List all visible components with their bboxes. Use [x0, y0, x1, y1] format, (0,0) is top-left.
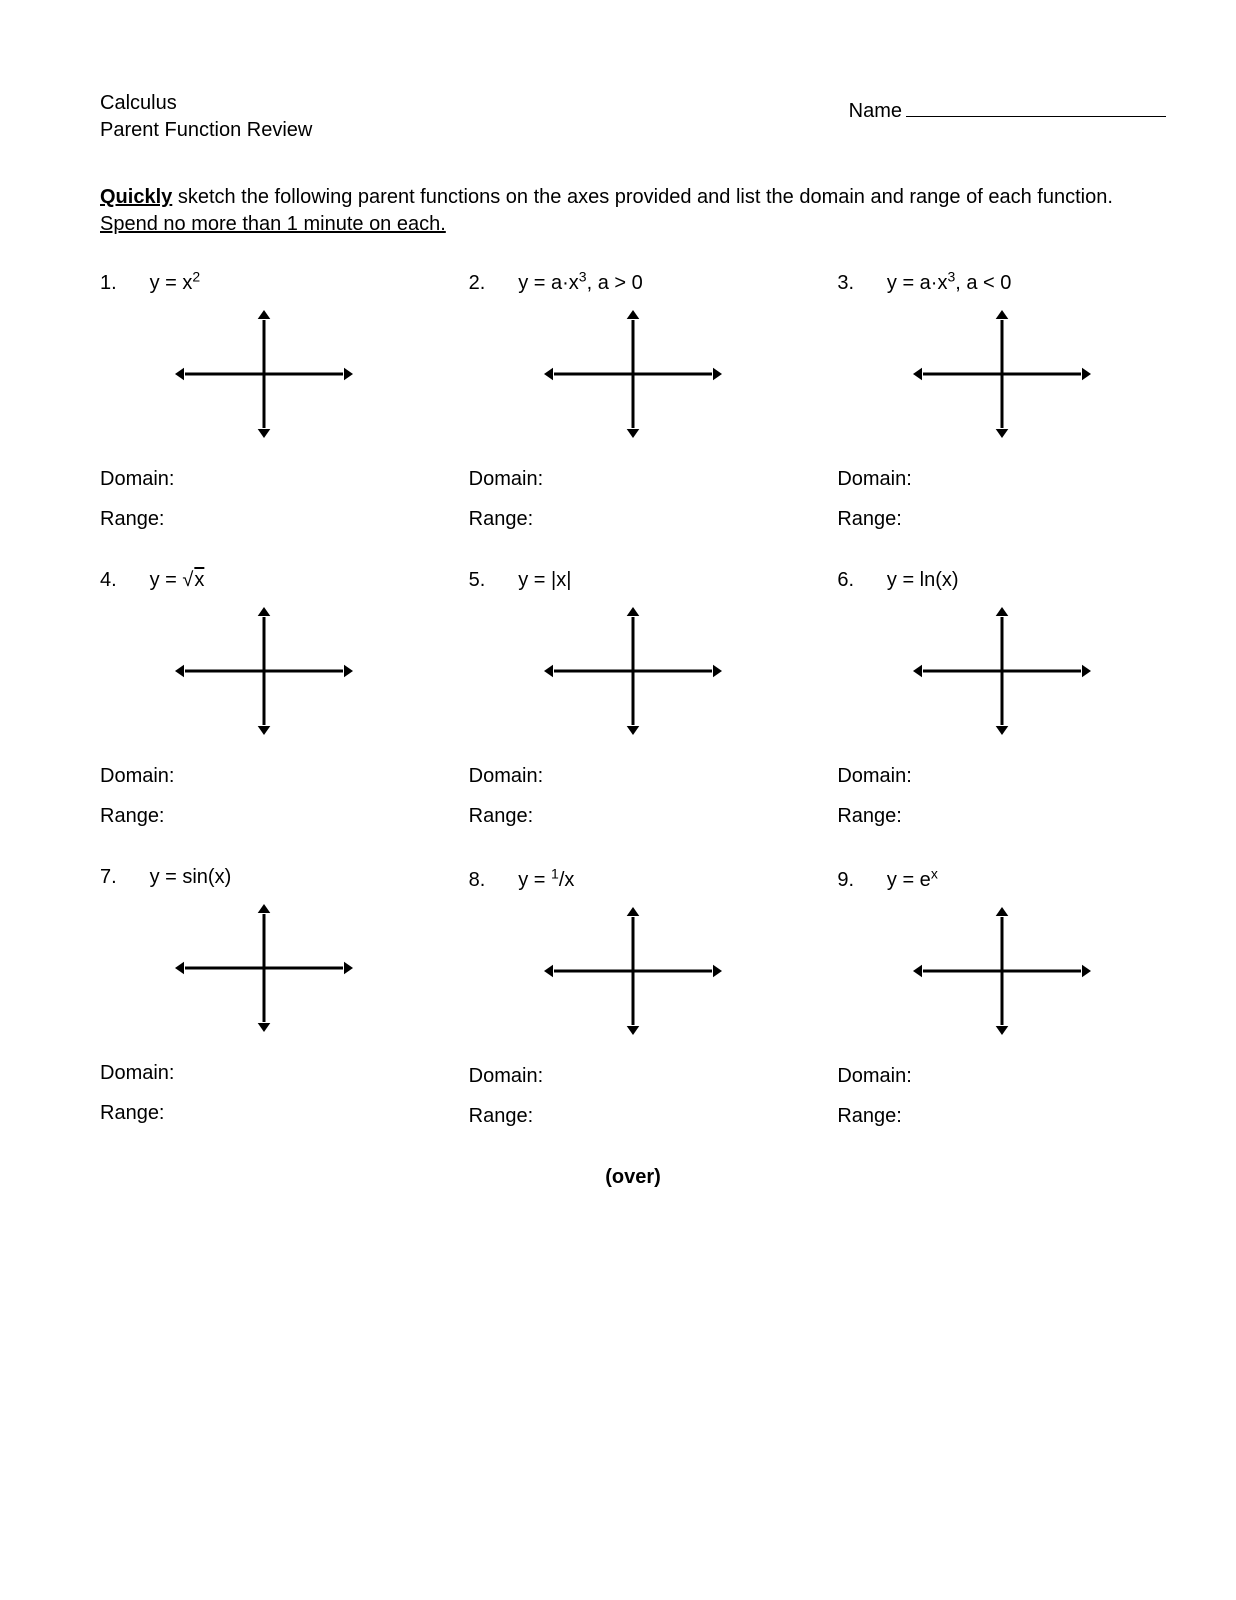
instructions-lead: Quickly	[100, 186, 172, 208]
domain-range-block: Domain: Range:	[100, 1053, 174, 1133]
equation-text: y = sin(x)	[150, 866, 232, 888]
axes-wrap	[469, 309, 798, 439]
problem-equation: 9. y = ex	[837, 866, 937, 893]
problem-equation: 5. y = |x|	[469, 569, 572, 592]
problem-cell: 5. y = |x| Domain: Range:	[469, 569, 798, 836]
axes-wrap	[837, 606, 1166, 736]
range-label: Range:	[837, 796, 911, 836]
problem-cell: 7. y = sin(x) Domain: Range:	[100, 866, 429, 1137]
axes-icon	[543, 906, 723, 1036]
axes-wrap	[837, 309, 1166, 439]
equation-text: y = a·x3, a < 0	[887, 272, 1012, 294]
axes-wrap	[469, 606, 798, 736]
name-label: Name	[849, 100, 902, 123]
domain-range-block: Domain: Range:	[100, 459, 174, 539]
problem-number: 8.	[469, 869, 513, 892]
problem-cell: 2. y = a·x3, a > 0 Domain: Range:	[469, 268, 798, 539]
footer-over: (over)	[100, 1166, 1166, 1189]
domain-label: Domain:	[100, 1053, 174, 1093]
worksheet-page: Calculus Parent Function Review Name Qui…	[0, 0, 1236, 1600]
problem-number: 5.	[469, 569, 513, 592]
range-label: Range:	[100, 499, 174, 539]
domain-range-block: Domain: Range:	[837, 756, 911, 836]
equation-text: y = x2	[150, 272, 201, 294]
range-label: Range:	[469, 1096, 543, 1136]
domain-range-block: Domain: Range:	[837, 459, 911, 539]
problem-equation: 6. y = ln(x)	[837, 569, 958, 592]
equation-text: y = ln(x)	[887, 569, 959, 591]
axes-icon	[543, 309, 723, 439]
problem-equation: 3. y = a·x3, a < 0	[837, 268, 1011, 295]
axes-icon	[912, 309, 1092, 439]
range-label: Range:	[469, 499, 543, 539]
range-label: Range:	[837, 1096, 911, 1136]
problem-equation: 7. y = sin(x)	[100, 866, 231, 889]
problem-number: 4.	[100, 569, 144, 592]
range-label: Range:	[837, 499, 911, 539]
problem-number: 2.	[469, 272, 513, 295]
domain-label: Domain:	[837, 756, 911, 796]
instructions-tail: Spend no more than 1 minute on each.	[100, 213, 446, 235]
problem-cell: 9. y = ex Domain: Range:	[837, 866, 1166, 1137]
problem-cell: 8. y = 1/x Domain: Range:	[469, 866, 798, 1137]
axes-icon	[912, 906, 1092, 1036]
axes-wrap	[837, 906, 1166, 1036]
domain-range-block: Domain: Range:	[469, 756, 543, 836]
equation-text: y = ex	[887, 869, 938, 891]
axes-icon	[543, 606, 723, 736]
header-right: Name	[849, 100, 1166, 123]
domain-label: Domain:	[469, 1056, 543, 1096]
domain-range-block: Domain: Range:	[837, 1056, 911, 1136]
equation-text: y = a·x3, a > 0	[518, 272, 643, 294]
range-label: Range:	[100, 1093, 174, 1133]
problem-equation: 1. y = x2	[100, 268, 200, 295]
axes-icon	[174, 309, 354, 439]
axes-wrap	[469, 906, 798, 1036]
header-left: Calculus Parent Function Review	[100, 90, 312, 144]
header: Calculus Parent Function Review Name	[100, 90, 1166, 144]
equation-text: y = 1/x	[518, 869, 574, 891]
domain-label: Domain:	[469, 459, 543, 499]
domain-label: Domain:	[469, 756, 543, 796]
axes-wrap	[100, 903, 429, 1033]
range-label: Range:	[469, 796, 543, 836]
problem-number: 3.	[837, 272, 881, 295]
equation-text: y = √x	[150, 569, 205, 591]
problem-grid: 1. y = x2 Domain: Range: 2. y = a·x3, a …	[100, 268, 1166, 1136]
problem-cell: 4. y = √x Domain: Range:	[100, 569, 429, 836]
domain-label: Domain:	[837, 1056, 911, 1096]
course-title: Calculus	[100, 90, 312, 117]
problem-equation: 2. y = a·x3, a > 0	[469, 268, 643, 295]
domain-range-block: Domain: Range:	[469, 459, 543, 539]
axes-icon	[912, 606, 1092, 736]
domain-label: Domain:	[100, 756, 174, 796]
problem-equation: 4. y = √x	[100, 569, 204, 592]
domain-range-block: Domain: Range:	[100, 756, 174, 836]
instructions: Quickly sketch the following parent func…	[100, 184, 1166, 238]
problem-equation: 8. y = 1/x	[469, 866, 575, 893]
axes-icon	[174, 903, 354, 1033]
name-blank-line	[906, 116, 1166, 117]
problem-cell: 6. y = ln(x) Domain: Range:	[837, 569, 1166, 836]
range-label: Range:	[100, 796, 174, 836]
equation-text: y = |x|	[518, 569, 571, 591]
problem-cell: 1. y = x2 Domain: Range:	[100, 268, 429, 539]
axes-wrap	[100, 606, 429, 736]
axes-wrap	[100, 309, 429, 439]
problem-cell: 3. y = a·x3, a < 0 Domain: Range:	[837, 268, 1166, 539]
problem-number: 9.	[837, 869, 881, 892]
domain-range-block: Domain: Range:	[469, 1056, 543, 1136]
domain-label: Domain:	[837, 459, 911, 499]
problem-number: 6.	[837, 569, 881, 592]
domain-label: Domain:	[100, 459, 174, 499]
problem-number: 7.	[100, 866, 144, 889]
course-subtitle: Parent Function Review	[100, 117, 312, 144]
axes-icon	[174, 606, 354, 736]
problem-number: 1.	[100, 272, 144, 295]
instructions-mid: sketch the following parent functions on…	[172, 186, 1113, 208]
